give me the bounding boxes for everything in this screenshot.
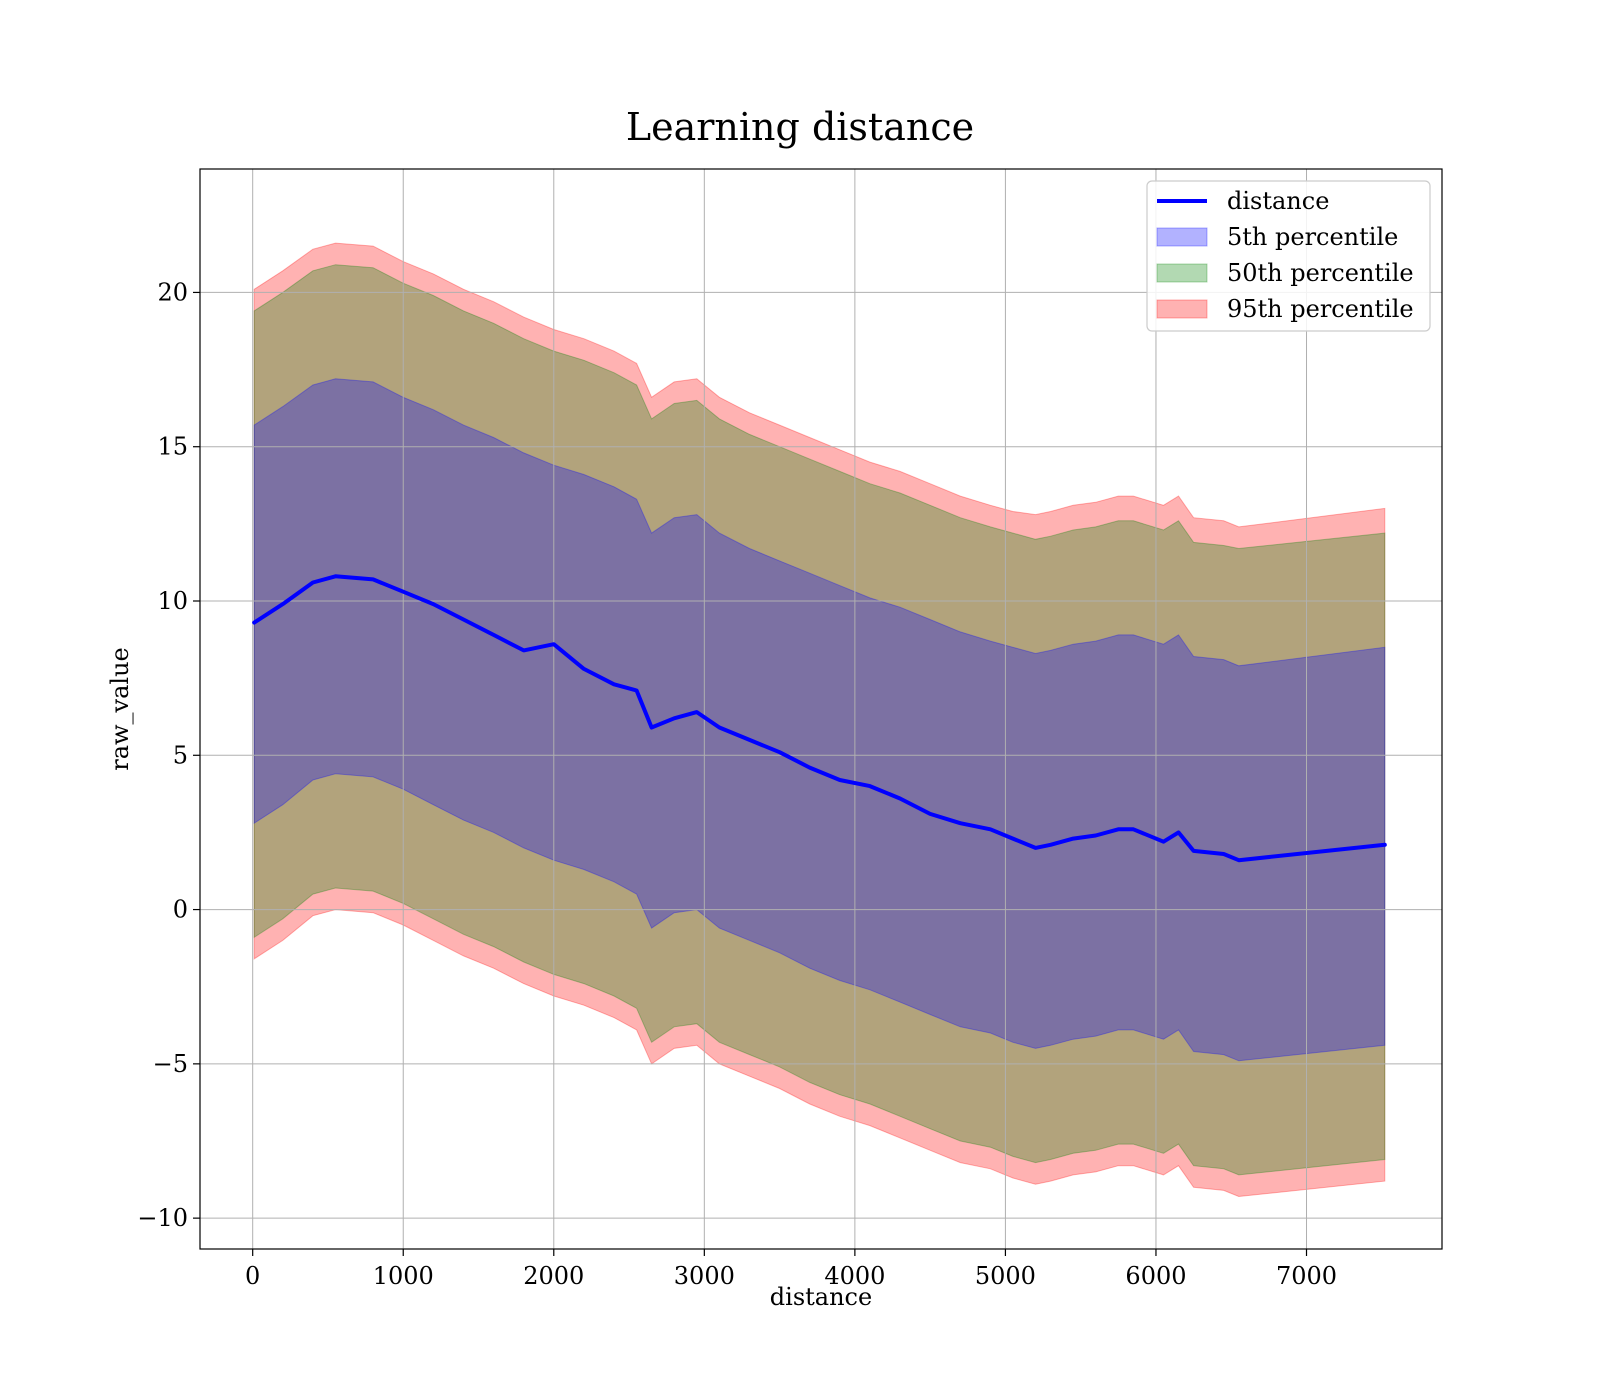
x-tick-label: 6000: [1125, 1262, 1186, 1290]
band-95th-percentile: [253, 242, 1386, 1198]
x-tick-label: 5000: [975, 1262, 1036, 1290]
y-tick-label: −10: [137, 1204, 188, 1232]
legend-label-5th-percentile: 5th percentile: [1227, 223, 1398, 251]
x-tick-label: 7000: [1276, 1262, 1337, 1290]
legend-swatch-95th-percentile: [1156, 299, 1208, 319]
x-axis-label: distance: [770, 1283, 872, 1311]
series-lines: [252, 574, 1387, 863]
y-tick-label: 5: [173, 741, 188, 769]
legend-swatch-50th-percentile: [1156, 263, 1208, 283]
x-tick-label: 4000: [824, 1262, 885, 1290]
x-tick-label: 2000: [523, 1262, 584, 1290]
y-tick-label: 20: [157, 278, 188, 306]
band-5th-percentile: [253, 378, 1386, 1062]
legend-label-distance: distance: [1227, 187, 1329, 215]
x-tick-label: 0: [245, 1262, 260, 1290]
x-axis-ticks: 0 1000 2000 3000 4000 5000 6000 7000: [245, 1249, 1337, 1290]
percentile-bands: [253, 242, 1386, 1198]
series-line-distance: [252, 574, 1387, 863]
y-axis-ticks: −10 −5 0 5 10 15 20: [137, 278, 200, 1232]
y-tick-label: 15: [157, 433, 188, 461]
band-50th-percentile: [253, 264, 1386, 1176]
legend-box: [1146, 180, 1431, 332]
y-tick-label: −5: [153, 1050, 188, 1078]
x-tick-label: 3000: [674, 1262, 735, 1290]
x-tick-label: 1000: [373, 1262, 434, 1290]
y-tick-label: 10: [157, 587, 188, 615]
y-tick-label: 0: [173, 896, 188, 924]
plot-frame: [199, 168, 1443, 1250]
legend-label-50th-percentile: 50th percentile: [1227, 259, 1414, 287]
legend-swatch-5th-percentile: [1156, 227, 1208, 247]
chart-title: Learning distance: [626, 105, 974, 149]
legend: distance 5th percentile 50th percentile 95t…: [1146, 180, 1431, 332]
y-axis-label: raw_value: [106, 647, 134, 771]
legend-label-95th-percentile: 95th percentile: [1227, 295, 1414, 323]
